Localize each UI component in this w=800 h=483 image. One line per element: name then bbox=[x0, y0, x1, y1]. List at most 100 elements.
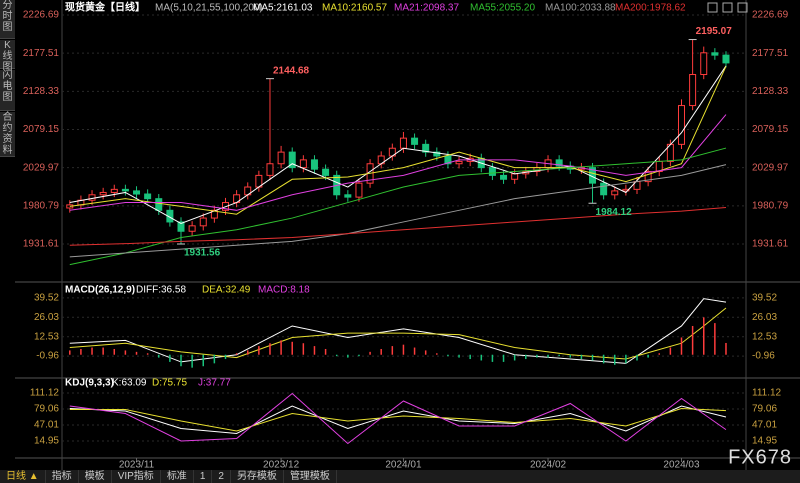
legend-entry: DEA:32.49 bbox=[202, 285, 251, 296]
y-tick-label: 26.03 bbox=[752, 312, 777, 323]
series-line bbox=[69, 66, 727, 215]
sidebar-tab[interactable]: 分时图 bbox=[0, 0, 15, 39]
y-tick-label: 1931.61 bbox=[23, 239, 60, 250]
legend-entry: MA21:2098.37 bbox=[394, 3, 459, 14]
y-tick-label: 1931.61 bbox=[752, 239, 789, 250]
annotation: 1984.12 bbox=[596, 207, 633, 218]
tab[interactable]: 1 bbox=[194, 470, 213, 483]
y-tick-label: 47.01 bbox=[34, 420, 59, 431]
candle-body bbox=[700, 52, 708, 76]
y-tick-label: -0.96 bbox=[36, 351, 59, 362]
candle-body bbox=[455, 160, 463, 165]
x-tick-label: 2024/03 bbox=[663, 460, 700, 470]
tab[interactable]: 模板 bbox=[79, 470, 112, 483]
legend-entry: D:75.75 bbox=[152, 378, 187, 389]
series-line bbox=[69, 147, 727, 266]
candle-body bbox=[99, 191, 107, 196]
candle-body bbox=[299, 159, 307, 169]
candle-body bbox=[500, 174, 508, 180]
icon[interactable] bbox=[722, 2, 733, 13]
ma-label: MA(5,10,21,55,100,200) bbox=[155, 3, 263, 14]
candle-body bbox=[133, 190, 141, 195]
y-tick-label: 2029.97 bbox=[752, 162, 789, 173]
y-tick-label: 1980.79 bbox=[752, 200, 789, 211]
candle-body bbox=[188, 225, 196, 232]
legend-entry: MA10:2160.57 bbox=[322, 3, 387, 14]
candle-body bbox=[266, 163, 274, 176]
candle-body bbox=[155, 198, 163, 211]
annotation: 1931.56 bbox=[184, 248, 221, 259]
candle-body bbox=[600, 182, 608, 196]
chart: FX678 1931.61 1931.61 1980.79 1980.79 2029.9… bbox=[15, 0, 800, 470]
series-line bbox=[69, 114, 727, 211]
sidebar-tab[interactable]: 闪电图 bbox=[0, 70, 15, 111]
y-tick-label: 79.06 bbox=[34, 404, 59, 415]
candle-body bbox=[199, 217, 207, 227]
y-tick-label: 2079.15 bbox=[752, 124, 789, 135]
legend-entry: MA55:2055.20 bbox=[470, 3, 535, 14]
candle-body bbox=[488, 167, 496, 176]
legend-entry: MACD:8.18 bbox=[258, 285, 310, 296]
candle-body bbox=[121, 188, 129, 192]
y-tick-label: 1980.79 bbox=[23, 200, 60, 211]
legend-entry: K:63.09 bbox=[112, 378, 147, 389]
tab[interactable]: 指标 bbox=[46, 470, 79, 483]
candle-body bbox=[611, 190, 619, 196]
candle-body bbox=[110, 188, 118, 193]
panel-title: MACD(26,12,9) bbox=[65, 285, 135, 296]
candle-body bbox=[344, 194, 352, 198]
bottom-bar: 日线 ▲ 指标 模板 VIP指标 标准 1 2 另存模板 管理模板 bbox=[0, 470, 800, 483]
sidebar-tab[interactable]: 合约资料 bbox=[0, 112, 15, 157]
candle-body bbox=[444, 155, 452, 165]
candle-body bbox=[677, 105, 685, 145]
y-tick-label: 111.12 bbox=[30, 388, 60, 399]
x-tick-label: 2024/02 bbox=[530, 460, 567, 470]
candle-body bbox=[422, 143, 430, 153]
candle-body bbox=[433, 151, 441, 157]
candle-body bbox=[288, 151, 296, 169]
candle-body bbox=[355, 182, 363, 198]
legend-entry: DIFF:36.58 bbox=[136, 285, 186, 296]
candle-body bbox=[277, 151, 285, 165]
icon[interactable] bbox=[737, 2, 748, 13]
y-tick-label: 2029.97 bbox=[23, 162, 60, 173]
legend-entry: MA5:2161.03 bbox=[253, 3, 313, 14]
tab[interactable]: VIP指标 bbox=[112, 470, 161, 483]
candle-body bbox=[310, 159, 318, 170]
series-line bbox=[69, 164, 727, 258]
tab[interactable]: 标准 bbox=[161, 470, 194, 483]
candle-body bbox=[322, 168, 330, 176]
candle-body bbox=[88, 194, 96, 201]
y-tick-label: 12.53 bbox=[752, 331, 777, 342]
tab[interactable]: 2 bbox=[212, 470, 231, 483]
candle-body bbox=[177, 221, 185, 232]
candle-body bbox=[689, 74, 697, 107]
series-line bbox=[69, 407, 727, 432]
y-tick-label: 2226.69 bbox=[23, 10, 60, 21]
y-tick-label: 39.52 bbox=[34, 293, 59, 304]
tab[interactable]: 另存模板 bbox=[231, 470, 284, 483]
panel-title: KDJ(9,3,3) bbox=[65, 378, 114, 389]
candle-body bbox=[622, 188, 630, 192]
candle-body bbox=[411, 137, 419, 145]
sidebar-tab[interactable]: K线图 bbox=[0, 40, 15, 73]
x-tick-label: 2023/12 bbox=[263, 460, 300, 470]
candle-body bbox=[399, 137, 407, 149]
annotation: 2144.68 bbox=[273, 65, 310, 76]
candle-body bbox=[555, 159, 563, 167]
legend-entry: MA100:2033.88 bbox=[545, 3, 616, 14]
tab[interactable]: 管理模板 bbox=[284, 470, 337, 483]
series-line bbox=[69, 206, 727, 246]
y-tick-label: 14.95 bbox=[752, 436, 777, 447]
icon[interactable] bbox=[707, 2, 718, 13]
candle-body bbox=[644, 171, 652, 183]
candle-body bbox=[511, 173, 519, 180]
legend-entry: MA200:1978.62 bbox=[615, 3, 686, 14]
period[interactable]: 日线 ▲ bbox=[0, 470, 46, 483]
y-tick-label: 2128.33 bbox=[752, 86, 789, 97]
series-line bbox=[69, 405, 727, 435]
y-tick-label: 26.03 bbox=[34, 312, 59, 323]
y-tick-label: 2177.51 bbox=[752, 48, 789, 59]
y-tick-label: 2128.33 bbox=[23, 86, 60, 97]
